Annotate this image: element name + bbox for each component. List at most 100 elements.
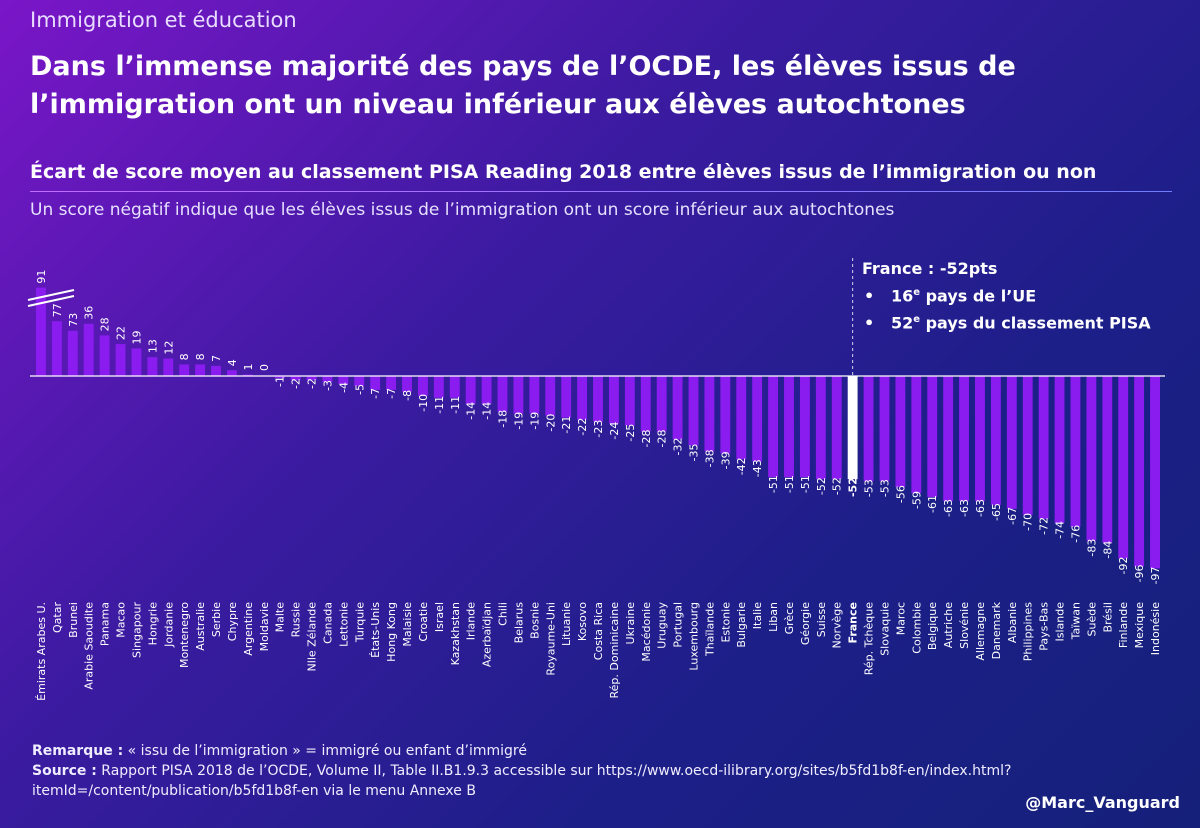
category-label: Irlande [465,602,478,641]
bar-argentine [242,374,253,376]
category-label: Jordanie [162,602,175,648]
category-label: Panama [99,602,112,646]
value-label: -76 [1069,525,1082,543]
value-label: -92 [1117,557,1130,575]
bar-qatar [51,321,62,376]
value-label: -59 [910,491,923,509]
category-label: Lettonie [337,602,350,647]
value-label: -2 [290,378,303,389]
value-label: -74 [1054,521,1067,539]
category-label: Australie [194,602,207,651]
category-label: Luxembourg [687,602,700,671]
bar-kazakhstan [449,376,460,398]
category-label: Canada [321,602,334,644]
category-label: Royaume-Uni [544,602,557,676]
value-label: -18 [497,410,510,428]
category-label: États-Unis [369,602,382,658]
bar-lituanie [561,376,572,418]
value-label: -11 [449,396,462,414]
category-label: Belgique [926,602,939,650]
category-label: Hong Kong [385,602,398,662]
value-label: 13 [146,339,159,353]
category-label: Croatie [417,602,430,642]
bar-lettonie [338,376,349,384]
value-label: 22 [115,326,128,340]
footer-notes: Remarque : « issu de l’immigration » = i… [32,741,1072,801]
value-label: -20 [544,414,557,432]
bar-mac-donie [640,376,651,432]
value-label: -23 [592,420,605,438]
value-label: -63 [958,499,971,517]
author-handle: @Marc_Vanguard [1025,793,1180,812]
bar-malaisie [402,376,412,392]
value-label: -67 [1006,507,1019,525]
bar-norv-ge [831,376,842,480]
value-label: -63 [974,499,987,517]
bar-croatie [418,376,428,396]
bar-israel [433,376,444,398]
bar-russie [290,376,301,380]
value-label: -97 [1149,566,1162,584]
value-label: 8 [194,353,207,360]
bar-pays-bas [1038,376,1049,519]
bar-islande [1054,376,1065,523]
bar-montenegro [179,364,190,376]
bar-slovaquie [879,376,890,482]
bar-luxembourg [688,376,699,446]
bar-france [847,376,858,480]
bar-mexique [1134,376,1145,567]
category-label: Autriche [942,602,955,648]
value-label: -52 [847,477,860,497]
category-label: Kosovo [576,602,589,641]
bar-r-p-dominicaine [608,376,619,424]
bar-autriche [943,376,954,501]
category-label: Slovénie [958,602,971,649]
category-label: Finlande [1117,602,1130,648]
category-label: Suède [1085,602,1098,637]
bar-hong-kong [386,376,397,390]
value-label: -51 [783,475,796,493]
bar-chypre [227,370,237,376]
value-label: 7 [210,355,223,362]
category-label: Thaïlande [703,602,716,657]
value-label: -5 [353,384,366,395]
category-label: Malte [274,602,287,633]
value-label: 19 [130,330,143,344]
bar-ukraine [624,376,635,426]
bar-colombie [911,376,922,494]
category-label: Pays-Bas [1038,602,1051,651]
bar-allemagne [975,376,985,501]
value-label: -84 [1101,541,1114,559]
category-label: Norvège [831,602,844,649]
bar-arabie-saoudite [83,323,94,376]
category-label: Azerbaïdjan [481,602,494,667]
value-label: 8 [178,353,191,360]
category-label: Macédonie [640,602,653,662]
bar-finlande [1118,376,1129,559]
category-label: Colombie [910,602,923,654]
value-label: -65 [990,503,1003,521]
bar-maroc [895,376,906,488]
title-divider [30,191,1172,192]
bar-portugal [672,376,683,440]
value-label: -70 [1022,513,1035,531]
bar-singapour [131,348,142,376]
value-label: -35 [687,443,700,461]
bar-indon-sie [1150,376,1160,569]
bar-suisse [815,376,826,480]
category-label: Qatar [51,602,64,633]
category-label: Taïwan [1069,602,1082,640]
bar--mirats-arabes-u- [36,287,46,376]
value-label: 0 [258,364,271,371]
value-label: -19 [528,412,541,430]
value-label: -2 [306,378,319,389]
value-label: -8 [401,390,414,401]
category-label: Islande [1054,602,1067,642]
bar-macao [115,344,126,376]
value-label: -3 [321,380,334,391]
category-label: Mexique [1133,602,1146,649]
value-label: -24 [608,422,621,440]
bar-jordanie [163,358,174,376]
value-label: -28 [640,430,653,448]
category-label: Malaisie [401,602,414,647]
